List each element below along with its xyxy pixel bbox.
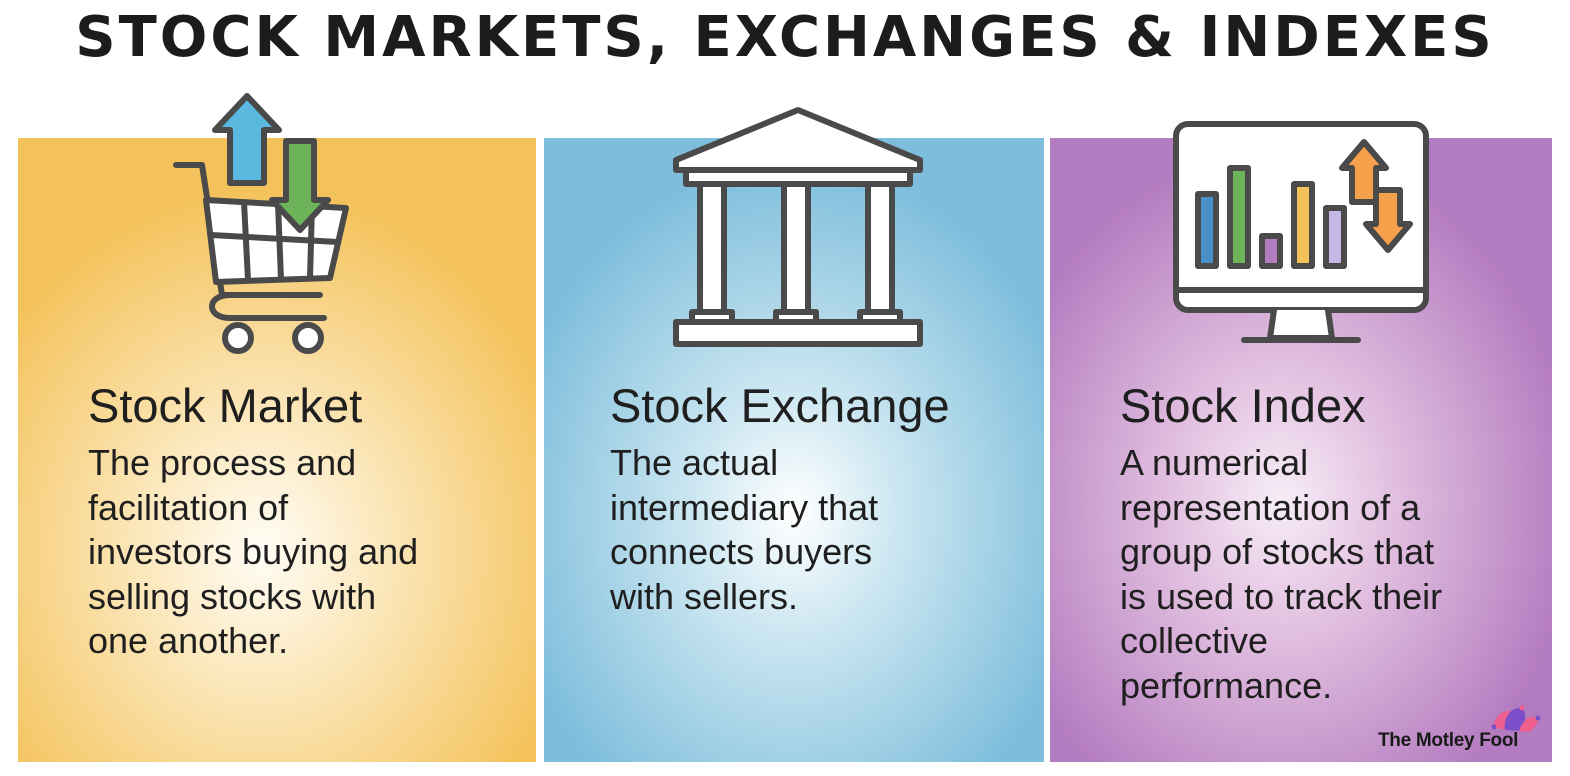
jester-cap-icon — [1489, 704, 1541, 739]
stock-index-description: A numerical representation of a group of… — [1120, 442, 1443, 706]
shopping-cart-up-down-arrows-icon — [170, 90, 360, 360]
page-title: STOCK MARKETS, EXCHANGES & INDEXES — [75, 5, 1495, 70]
brand-name: The Motley Fool — [1378, 730, 1519, 751]
stock-exchange-heading: Stock Exchange — [610, 379, 950, 432]
bank-building-icon — [668, 104, 930, 352]
monitor-bar-chart-icon — [1170, 118, 1434, 350]
stock-market-heading: Stock Market — [88, 379, 363, 432]
stock-index-heading: Stock Index — [1120, 379, 1366, 432]
stock-exchange-description: The actual intermediary that connects bu… — [610, 442, 879, 617]
stock-market-description: The process and facilitation of investor… — [88, 442, 419, 661]
brand-logo: The Motley Fool — [1378, 704, 1543, 754]
